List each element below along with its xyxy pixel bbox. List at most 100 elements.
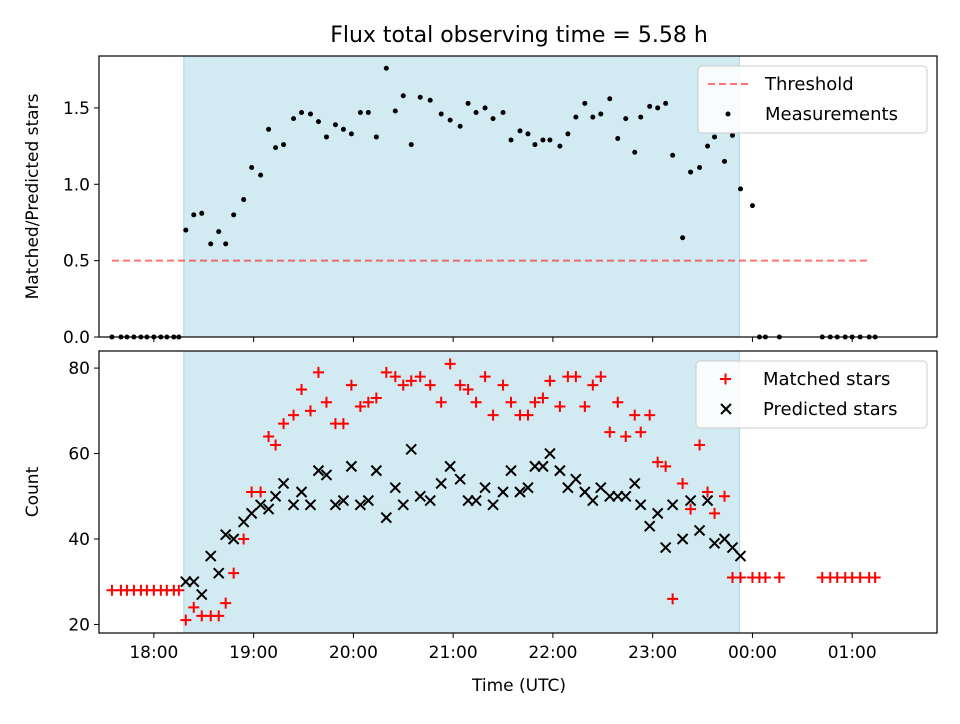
measurement-point [447, 117, 453, 123]
measurement-point [565, 131, 571, 137]
measurement-point [365, 110, 371, 116]
matched-star-point [773, 571, 785, 583]
matched-star-point [570, 371, 582, 383]
matched-star-point [345, 379, 357, 391]
matched-star-point [719, 490, 731, 502]
x-axis-label: Time (UTC) [471, 676, 566, 696]
measurement-point [383, 65, 389, 71]
measurement-point [688, 169, 694, 175]
matched-star-point [537, 392, 549, 404]
x-tick-label: 23:00 [628, 643, 677, 663]
predicted-star-point [245, 507, 258, 520]
predicted-star-point [676, 533, 689, 545]
measurement-point [615, 135, 621, 141]
predicted-star-point [470, 494, 482, 507]
matched-star-point [620, 430, 632, 442]
matched-star-point [554, 401, 566, 413]
figure-title: Flux total observing time = 5.58 h [330, 23, 708, 48]
matched-star-point [255, 486, 267, 498]
legend-measurements-swatch [725, 111, 731, 117]
measurement-point [457, 123, 463, 129]
matched-star-point [644, 409, 656, 421]
predicted-star-point [312, 464, 325, 477]
matched-star-point [660, 460, 672, 472]
predicted-star-point [620, 490, 632, 502]
predicted-star-point [454, 473, 466, 485]
count-legend: Matched stars Predicted stars [695, 360, 928, 429]
matched-star-point [263, 430, 275, 442]
matched-star-point [709, 507, 721, 519]
measurement-point [199, 210, 205, 216]
matched-star-point [677, 477, 689, 489]
measurement-point [632, 149, 638, 155]
measurement-point [400, 93, 406, 99]
predicted-star-point [693, 524, 706, 537]
predicted-star-point [345, 460, 358, 473]
measurement-point [663, 100, 669, 106]
matched-star-point [296, 383, 308, 395]
matched-star-point [228, 567, 240, 579]
matched-star-point [487, 409, 499, 421]
measurement-point [547, 137, 553, 143]
y-tick-label: 1.5 [63, 99, 90, 119]
matched-star-point [544, 375, 556, 387]
matched-star-point [462, 383, 474, 395]
count-ticks: 18:00 19:00 20:00 21:00 22:00 23:00 00:00 01:00… [68, 359, 876, 663]
matched-star-point [595, 371, 607, 383]
measurement-point [680, 235, 686, 241]
predicted-star-point [554, 464, 566, 477]
observing-span-bottom [183, 350, 740, 634]
measurement-point [208, 241, 214, 247]
measurement-point [705, 143, 711, 149]
measurement-point [373, 134, 379, 140]
predicted-star-point [479, 482, 491, 494]
matched-star-point [424, 379, 436, 391]
measurement-point [216, 229, 222, 235]
measurement-point [438, 111, 444, 117]
matched-star-point [397, 379, 409, 391]
matched-star-point [579, 401, 591, 413]
measurement-point [623, 116, 629, 122]
measurement-point [281, 142, 287, 148]
measurement-point [258, 172, 264, 178]
matched-star-point [414, 371, 426, 383]
matched-star-point [278, 418, 290, 430]
measurement-point [647, 103, 653, 109]
matched-star-point [497, 379, 509, 391]
measurement-point [500, 110, 506, 116]
measurement-point [417, 94, 423, 100]
predicted-star-point [424, 494, 436, 507]
predicted-star-point [405, 443, 417, 455]
y-tick-label: 40 [68, 530, 90, 550]
matched-star-point [685, 503, 697, 515]
measurement-point [655, 105, 661, 111]
matched-star-point [505, 396, 517, 408]
measurement-point [273, 145, 279, 151]
count-y-axis-label: Count [23, 466, 43, 517]
y-tick-label: 80 [68, 359, 90, 379]
x-tick-label: 19:00 [229, 643, 278, 663]
predicted-star-point [287, 499, 300, 511]
ratio-axes-frame [98, 55, 938, 338]
measurement-point [573, 114, 579, 120]
measurement-point [582, 100, 588, 106]
predicted-star-point [262, 503, 275, 515]
matched-star-point [454, 379, 466, 391]
measurement-point [465, 100, 471, 106]
predicted-star-point [514, 486, 526, 498]
x-tick-label: 20:00 [329, 643, 378, 663]
matched-star-point [470, 396, 482, 408]
measurement-point [241, 197, 247, 203]
predicted-star-point [227, 533, 240, 545]
matched-star-point [529, 396, 541, 408]
predicted-star-point [522, 482, 534, 494]
matched-star-point [435, 396, 447, 408]
legend-cross-marker [720, 403, 732, 415]
predicted-star-point [629, 477, 641, 490]
measurement-point [427, 97, 433, 103]
measurement-point [315, 119, 321, 125]
predicted-star-point [634, 499, 647, 511]
ratio-ticks: 0.0 0.5 1.0 1.5 [63, 99, 853, 348]
predicted-star-point [666, 499, 679, 511]
